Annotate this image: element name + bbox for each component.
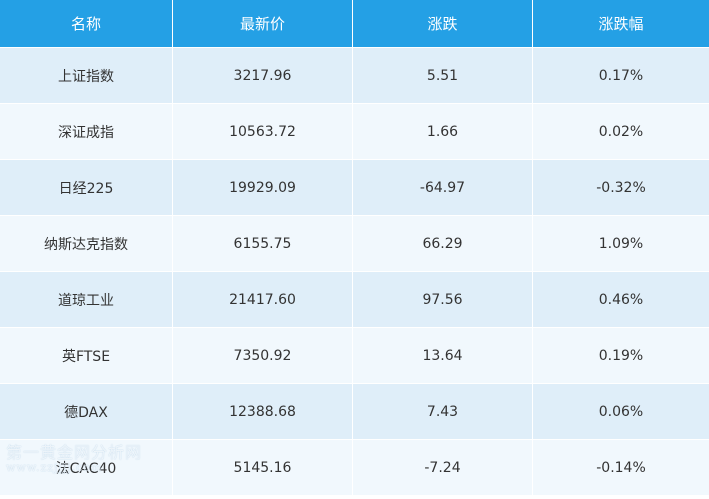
table-row[interactable]: 法CAC40 5145.16 -7.24 -0.14%: [0, 440, 709, 496]
index-name: 英FTSE: [0, 328, 173, 384]
table-header: 名称 最新价 涨跌 涨跌幅: [0, 0, 709, 48]
index-name: 道琼工业: [0, 272, 173, 328]
index-change: 97.56: [353, 272, 533, 328]
index-price: 6155.75: [173, 216, 353, 272]
index-price: 7350.92: [173, 328, 353, 384]
index-change-pct: 0.17%: [533, 48, 709, 104]
index-change: 1.66: [353, 104, 533, 160]
index-name: 德DAX: [0, 384, 173, 440]
index-change: -7.24: [353, 440, 533, 496]
column-header-price[interactable]: 最新价: [173, 0, 353, 48]
index-name: 深证成指: [0, 104, 173, 160]
index-change-pct: 0.06%: [533, 384, 709, 440]
index-price: 12388.68: [173, 384, 353, 440]
index-change: -64.97: [353, 160, 533, 216]
table-body: 上证指数 3217.96 5.51 0.17% 深证成指 10563.72 1.…: [0, 48, 709, 496]
index-change-pct: 1.09%: [533, 216, 709, 272]
index-name: 法CAC40: [0, 440, 173, 496]
table-row[interactable]: 道琼工业 21417.60 97.56 0.46%: [0, 272, 709, 328]
index-name: 纳斯达克指数: [0, 216, 173, 272]
table-row[interactable]: 英FTSE 7350.92 13.64 0.19%: [0, 328, 709, 384]
table-row[interactable]: 上证指数 3217.96 5.51 0.17%: [0, 48, 709, 104]
column-header-change-pct[interactable]: 涨跌幅: [533, 0, 709, 48]
index-change-pct: -0.14%: [533, 440, 709, 496]
index-change-pct: 0.02%: [533, 104, 709, 160]
table-row[interactable]: 日经225 19929.09 -64.97 -0.32%: [0, 160, 709, 216]
index-change: 13.64: [353, 328, 533, 384]
index-price: 21417.60: [173, 272, 353, 328]
index-change: 7.43: [353, 384, 533, 440]
index-price: 5145.16: [173, 440, 353, 496]
index-change-pct: 0.46%: [533, 272, 709, 328]
index-price: 19929.09: [173, 160, 353, 216]
table-row[interactable]: 深证成指 10563.72 1.66 0.02%: [0, 104, 709, 160]
column-header-change[interactable]: 涨跌: [353, 0, 533, 48]
table-row[interactable]: 纳斯达克指数 6155.75 66.29 1.09%: [0, 216, 709, 272]
table-row[interactable]: 德DAX 12388.68 7.43 0.06%: [0, 384, 709, 440]
index-name: 上证指数: [0, 48, 173, 104]
index-name: 日经225: [0, 160, 173, 216]
index-change: 5.51: [353, 48, 533, 104]
index-change: 66.29: [353, 216, 533, 272]
index-change-pct: 0.19%: [533, 328, 709, 384]
index-price: 3217.96: [173, 48, 353, 104]
index-price: 10563.72: [173, 104, 353, 160]
header-row: 名称 最新价 涨跌 涨跌幅: [0, 0, 709, 48]
index-change-pct: -0.32%: [533, 160, 709, 216]
column-header-name[interactable]: 名称: [0, 0, 173, 48]
